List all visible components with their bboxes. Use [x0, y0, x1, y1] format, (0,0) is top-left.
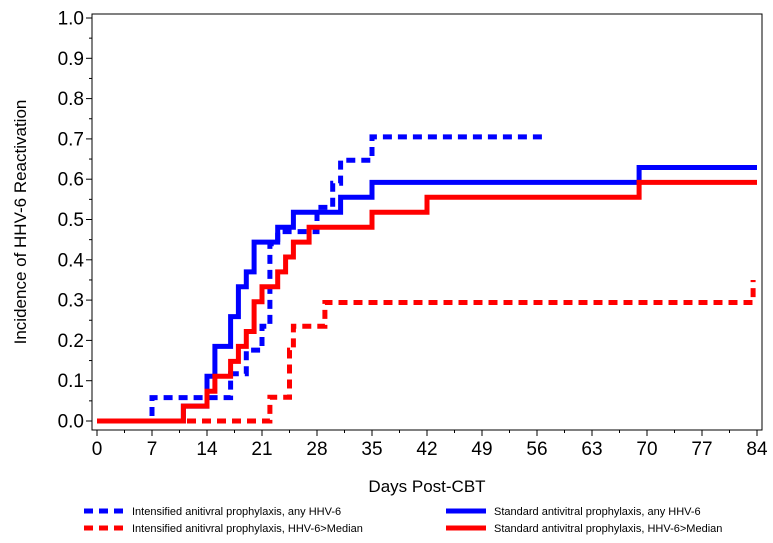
y-tick-label: 0.9 [58, 49, 84, 70]
legend-label: Standard antivitral prophylaxis, any HHV… [494, 506, 701, 518]
x-tick-label: 28 [306, 439, 327, 460]
x-axis-ticks: 0 7 14 21 28 35 42 49 56 63 70 77 84 [92, 430, 768, 460]
y-tick-label: 0.4 [58, 250, 85, 271]
y-tick-label: 0.2 [58, 331, 84, 352]
plot-frame [92, 14, 762, 430]
x-tick-label: 63 [581, 439, 602, 460]
x-tick-label: 7 [147, 439, 158, 460]
x-tick-label: 84 [746, 439, 768, 460]
y-tick-label: 0.0 [58, 412, 84, 433]
y-tick-label: 0.1 [58, 371, 84, 392]
legend: Intensified anitivral prophylaxis, any H… [84, 506, 722, 535]
x-axis-label: Days Post-CBT [368, 477, 485, 496]
legend-label: Standard antivitral prophylaxis, HHV-6>M… [494, 523, 722, 535]
x-tick-label: 56 [526, 439, 547, 460]
series-line-1 [97, 137, 545, 421]
y-tick-label: 0.8 [58, 89, 84, 110]
legend-label: Intensified anitivral prophylaxis, any H… [132, 506, 341, 518]
x-tick-label: 35 [361, 439, 382, 460]
y-axis-label: Incidence of HHV-6 Reactivation [11, 100, 30, 345]
y-tick-label: 0.5 [58, 210, 84, 231]
x-tick-label: 14 [196, 439, 218, 460]
y-tick-label: 0.3 [58, 291, 84, 312]
series-layer [97, 137, 757, 421]
x-tick-label: 21 [251, 439, 272, 460]
y-tick-label: 0.6 [58, 170, 84, 191]
y-tick-label: 0.7 [58, 129, 84, 150]
y-axis-ticks: 0.0 0.1 0.2 0.3 0.4 0.5 0.6 0.7 0.8 0.9 1.0 [58, 9, 92, 433]
legend-label: Intensified anitivral prophylaxis, HHV-6… [132, 523, 363, 535]
x-tick-label: 0 [92, 439, 103, 460]
x-tick-label: 49 [471, 439, 492, 460]
x-tick-label: 77 [691, 439, 712, 460]
x-tick-label: 70 [636, 439, 657, 460]
y-tick-label: 1.0 [58, 9, 84, 30]
x-tick-label: 42 [416, 439, 437, 460]
